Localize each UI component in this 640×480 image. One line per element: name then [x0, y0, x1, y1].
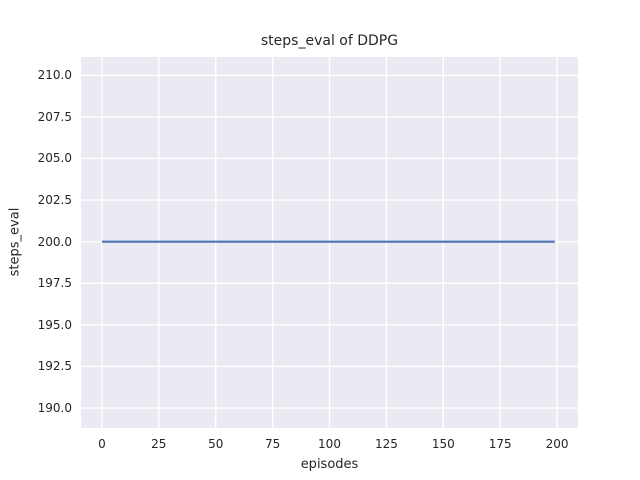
line-plot-canvas [81, 57, 578, 428]
x-tick-label: 150 [431, 437, 455, 451]
plot-area [81, 57, 578, 428]
y-tick-label: 192.5 [37, 359, 72, 374]
y-tick-label: 195.0 [37, 317, 72, 332]
y-tick-label: 200.0 [37, 234, 72, 249]
x-tick-label: 25 [151, 437, 167, 451]
chart-title: steps_eval of DDPG [260, 33, 399, 49]
y-tick-label: 207.5 [37, 109, 72, 124]
x-tick-label: 125 [374, 437, 398, 451]
x-tick-label: 50 [208, 437, 224, 451]
x-axis-label: episodes [300, 457, 359, 472]
x-tick-label: 75 [264, 437, 281, 451]
x-tick-label: 175 [488, 437, 512, 451]
y-axis-label: steps_eval [7, 207, 23, 277]
x-tick-label: 0 [98, 437, 106, 451]
y-tick-label: 210.0 [37, 68, 72, 83]
y-tick-label: 205.0 [37, 151, 72, 166]
y-tick-label: 197.5 [37, 276, 72, 291]
y-tick-label: 202.5 [37, 193, 72, 208]
x-tick-label: 200 [545, 437, 569, 451]
y-tick-label: 190.0 [37, 401, 72, 416]
x-tick-label: 100 [318, 437, 341, 451]
